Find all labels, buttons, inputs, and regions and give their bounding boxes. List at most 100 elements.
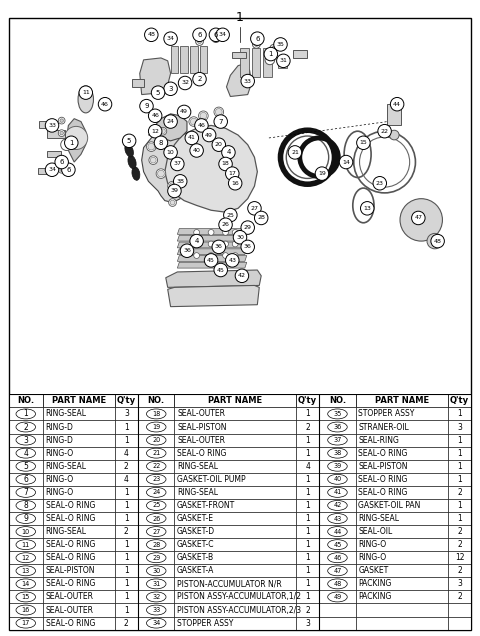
Circle shape [144, 28, 158, 41]
Bar [319, 394, 356, 408]
Circle shape [16, 618, 36, 628]
Circle shape [173, 174, 187, 188]
Circle shape [254, 43, 258, 46]
Circle shape [226, 167, 239, 181]
Text: RING-O: RING-O [46, 475, 74, 484]
Text: 12: 12 [22, 555, 30, 561]
Circle shape [61, 163, 75, 177]
Bar [356, 446, 448, 460]
Circle shape [208, 241, 214, 247]
Circle shape [146, 461, 166, 471]
Text: 4: 4 [124, 448, 129, 458]
Circle shape [148, 143, 155, 150]
Text: RING-D: RING-D [46, 436, 73, 445]
Text: 34: 34 [167, 36, 175, 41]
Bar [115, 446, 138, 460]
Circle shape [60, 132, 63, 135]
Bar [170, 46, 178, 73]
Text: GASKET-OIL PAN: GASKET-OIL PAN [358, 501, 420, 510]
Text: 4: 4 [24, 448, 28, 458]
Text: GASKET-B: GASKET-B [177, 553, 214, 562]
Bar [138, 577, 174, 590]
Circle shape [190, 144, 204, 157]
Text: 33: 33 [152, 607, 160, 613]
Circle shape [16, 579, 36, 589]
Bar [138, 525, 174, 538]
Text: RING-SEAL: RING-SEAL [46, 462, 87, 471]
Bar [115, 590, 138, 604]
Text: 24: 24 [167, 119, 175, 124]
Text: 3: 3 [457, 422, 462, 431]
Circle shape [214, 263, 228, 277]
Text: 46: 46 [101, 102, 109, 107]
Text: 6: 6 [24, 475, 28, 484]
Text: RING-O: RING-O [46, 488, 74, 497]
Circle shape [254, 211, 268, 225]
Text: 1: 1 [124, 488, 129, 497]
Text: GASKET-E: GASKET-E [177, 514, 214, 523]
Text: 36: 36 [215, 244, 223, 249]
Bar [43, 420, 115, 434]
Bar [174, 525, 296, 538]
Circle shape [16, 487, 36, 497]
Text: NO.: NO. [148, 396, 165, 405]
Text: SEAL-O RING: SEAL-O RING [177, 448, 227, 458]
Bar [293, 50, 307, 58]
Text: 1: 1 [457, 501, 462, 510]
Circle shape [328, 448, 347, 458]
Text: 29: 29 [244, 225, 252, 230]
Circle shape [216, 28, 229, 41]
Text: 5: 5 [156, 90, 160, 95]
Text: 32: 32 [152, 594, 160, 600]
Polygon shape [177, 256, 247, 261]
Text: SEAL-PISTON: SEAL-PISTON [46, 566, 95, 576]
Bar [448, 590, 471, 604]
Text: 42: 42 [333, 502, 342, 508]
Text: RING-SEAL: RING-SEAL [46, 410, 87, 418]
Bar [115, 551, 138, 564]
Bar [9, 420, 43, 434]
Text: RING-O: RING-O [358, 553, 386, 562]
Circle shape [16, 474, 36, 484]
Bar [277, 62, 287, 67]
Bar [319, 538, 356, 551]
Bar [448, 434, 471, 446]
Text: 7: 7 [24, 488, 28, 497]
Text: 27: 27 [152, 529, 160, 535]
Bar [138, 460, 174, 473]
Bar [115, 408, 138, 420]
Circle shape [146, 566, 166, 576]
Circle shape [55, 155, 69, 169]
Bar [9, 577, 43, 590]
Circle shape [270, 45, 277, 52]
Circle shape [195, 119, 208, 132]
Bar [448, 512, 471, 525]
Circle shape [194, 230, 200, 235]
Circle shape [177, 105, 191, 119]
Circle shape [164, 82, 177, 95]
Bar [174, 538, 296, 551]
Circle shape [60, 139, 72, 151]
Text: 45: 45 [207, 258, 215, 263]
Bar [174, 512, 296, 525]
Text: 1: 1 [305, 527, 310, 536]
Bar [448, 525, 471, 538]
Bar [356, 564, 448, 577]
Text: 4: 4 [124, 475, 129, 484]
Text: 1: 1 [305, 579, 310, 588]
Circle shape [146, 540, 166, 550]
Text: SEAL-O RING: SEAL-O RING [358, 448, 408, 458]
Text: 1: 1 [305, 436, 310, 445]
Circle shape [328, 513, 347, 523]
Circle shape [252, 41, 260, 48]
Bar [115, 434, 138, 446]
Bar [356, 434, 448, 446]
Circle shape [98, 97, 112, 111]
Bar [296, 525, 319, 538]
Text: 1: 1 [124, 514, 129, 523]
Circle shape [146, 527, 166, 537]
Bar [9, 408, 43, 420]
Text: 14: 14 [22, 581, 30, 587]
Bar [296, 408, 319, 420]
Circle shape [219, 157, 232, 170]
